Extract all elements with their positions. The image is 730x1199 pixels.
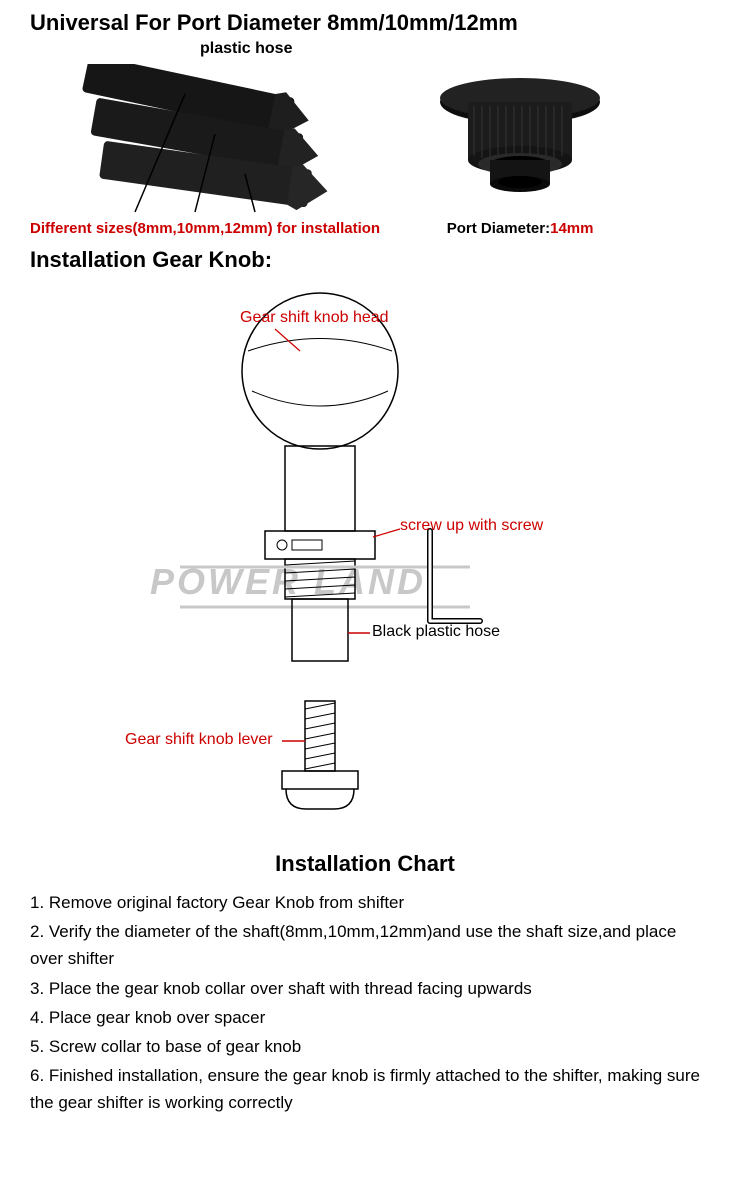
label-knob-head: Gear shift knob head xyxy=(240,309,389,327)
product-images-row: Different sizes(8mm,10mm,12mm) for insta… xyxy=(30,64,700,237)
hose-caption: Different sizes(8mm,10mm,12mm) for insta… xyxy=(30,220,380,237)
port-block: Port Diameter:14mm xyxy=(420,64,620,237)
hose-block: Different sizes(8mm,10mm,12mm) for insta… xyxy=(30,64,380,237)
port-caption: Port Diameter:14mm xyxy=(447,220,594,237)
step-3: 3. Place the gear knob collar over shaft… xyxy=(30,975,700,1002)
installation-steps: 1. Remove original factory Gear Knob fro… xyxy=(30,889,700,1117)
chart-title: Installation Chart xyxy=(30,851,700,877)
main-title: Universal For Port Diameter 8mm/10mm/12m… xyxy=(30,10,700,36)
port-collar-image xyxy=(420,64,620,214)
step-6: 6. Finished installation, ensure the gea… xyxy=(30,1062,700,1116)
step-1: 1. Remove original factory Gear Knob fro… xyxy=(30,889,700,916)
step-2: 2. Verify the diameter of the shaft(8mm,… xyxy=(30,918,700,972)
install-section-title: Installation Gear Knob: xyxy=(30,247,700,273)
port-caption-value: 14mm xyxy=(550,220,593,237)
label-lever: Gear shift knob lever xyxy=(125,731,273,749)
subtitle-plastic-hose: plastic hose xyxy=(200,40,700,58)
installation-diagram: POWER LAND xyxy=(30,281,700,841)
label-screw: screw up with screw xyxy=(400,517,543,535)
step-4: 4. Place gear knob over spacer xyxy=(30,1004,700,1031)
label-hose: Black plastic hose xyxy=(372,623,500,641)
port-caption-label: Port Diameter: xyxy=(447,220,550,237)
hose-adapters-image xyxy=(45,64,365,214)
step-5: 5. Screw collar to base of gear knob xyxy=(30,1033,700,1060)
